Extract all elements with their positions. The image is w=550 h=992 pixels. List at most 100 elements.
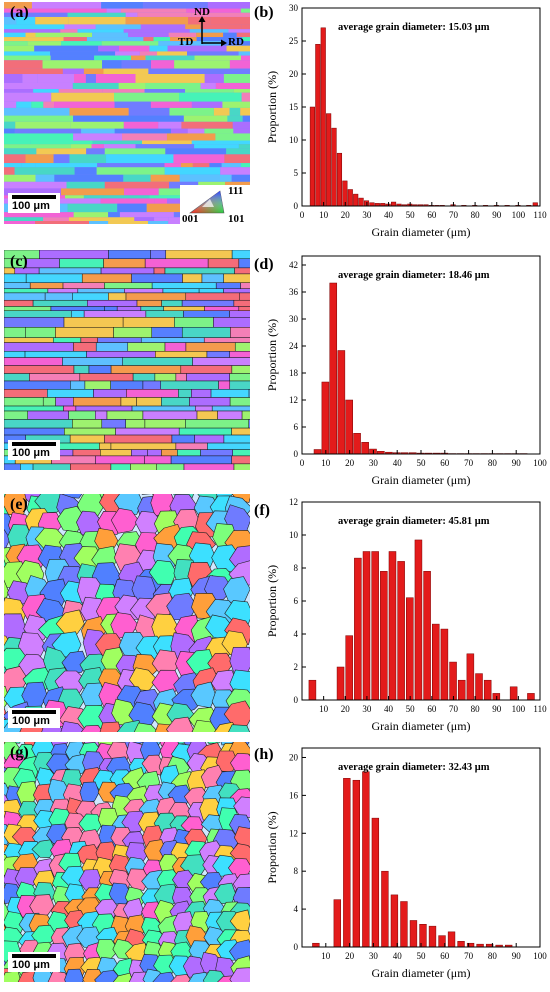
grain: [38, 74, 74, 83]
histogram-bar: [334, 900, 341, 947]
histogram-bar: [353, 780, 360, 947]
grain: [232, 428, 250, 435]
grain: [148, 69, 197, 74]
y-tick-label: 6: [294, 422, 299, 432]
grain: [241, 56, 250, 61]
grain: [54, 154, 70, 163]
y-tick-label: 42: [289, 260, 298, 270]
grain: [28, 411, 69, 419]
grain: [4, 428, 64, 435]
histogram-bar: [362, 442, 369, 454]
grain: [61, 188, 124, 195]
grain: [222, 163, 241, 167]
grain: [165, 268, 235, 274]
grain: [154, 217, 168, 221]
y-tick-label: 5: [294, 168, 299, 178]
grain: [173, 154, 224, 163]
y-tick-label: 30: [289, 314, 299, 324]
grain: [4, 358, 62, 366]
grain: [69, 411, 96, 419]
grain: [179, 428, 231, 435]
x-tick-label: 40: [393, 951, 403, 961]
ipf-101: 101: [228, 213, 245, 225]
grain: [215, 133, 250, 140]
grain: [93, 141, 142, 145]
grain: [59, 89, 102, 93]
grain: [216, 83, 250, 89]
grain: [95, 456, 144, 464]
grain: [202, 274, 224, 283]
grain: [31, 141, 93, 145]
grain: [224, 74, 250, 83]
grain: [218, 411, 242, 419]
grain: [4, 167, 15, 175]
grain: [122, 133, 167, 140]
grain: [114, 327, 152, 337]
grain: [96, 24, 141, 29]
grain: [126, 419, 145, 428]
grain: [71, 311, 84, 318]
grain: [26, 259, 59, 268]
panel-label-g: (g): [10, 744, 29, 762]
grain: [152, 327, 182, 337]
x-axis-title: Grain diameter (μm): [371, 473, 470, 487]
grain: [74, 212, 109, 217]
grain: [241, 163, 250, 167]
y-axis-title: Proportion (%): [265, 565, 279, 637]
grain: [84, 311, 146, 318]
y-tick-label: 24: [289, 341, 299, 351]
grain: [47, 389, 93, 397]
histogram-bar: [346, 400, 353, 454]
y-tick-label: 4: [294, 629, 299, 639]
grain: [107, 411, 143, 419]
grain: [234, 89, 250, 93]
x-tick-label: 40: [393, 458, 403, 468]
y-tick-label: 8: [294, 866, 299, 876]
grain: [187, 51, 239, 55]
average-grain-annotation: average grain diameter: 15.03 μm: [338, 22, 490, 33]
grain: [241, 283, 250, 289]
grain: [4, 381, 70, 389]
grain: [64, 317, 123, 327]
grain: [4, 83, 73, 89]
grain: [161, 381, 219, 389]
grain: [78, 29, 124, 32]
histogram-bar: [309, 680, 316, 700]
grain: [4, 175, 36, 182]
grain: [182, 327, 230, 337]
grain: [56, 397, 74, 406]
grain: [230, 381, 250, 389]
grain: [4, 51, 50, 55]
ipf-legend: 111 001 101: [180, 185, 252, 225]
grain: [58, 443, 99, 450]
average-grain-annotation: average grain diameter: 18.46 μm: [338, 270, 490, 281]
grain: [86, 148, 105, 154]
scale-bar-a: 100 μm: [8, 193, 60, 213]
x-tick-label: 20: [341, 704, 351, 714]
grain: [4, 343, 73, 352]
grain: [61, 41, 101, 46]
grain: [220, 167, 250, 175]
grain: [131, 450, 147, 456]
y-tick-label: 0: [294, 695, 299, 705]
grain: [124, 188, 159, 195]
grain: [140, 51, 157, 55]
grain: [26, 33, 36, 37]
grain: [117, 306, 141, 310]
y-tick-label: 20: [289, 752, 299, 762]
grain: [151, 60, 174, 68]
grain: [128, 343, 165, 352]
grain: [146, 56, 195, 61]
grain: [15, 122, 70, 129]
grain: [133, 374, 155, 381]
grain: [36, 163, 97, 167]
x-tick-label: 30: [369, 951, 379, 961]
y-axis-title: Proportion (%): [265, 811, 279, 883]
grain: [4, 144, 71, 148]
grain: [239, 51, 250, 55]
x-tick-label: 70: [464, 951, 474, 961]
grain: [106, 154, 173, 163]
grain: [104, 144, 136, 148]
x-tick-label: 70: [464, 458, 474, 468]
